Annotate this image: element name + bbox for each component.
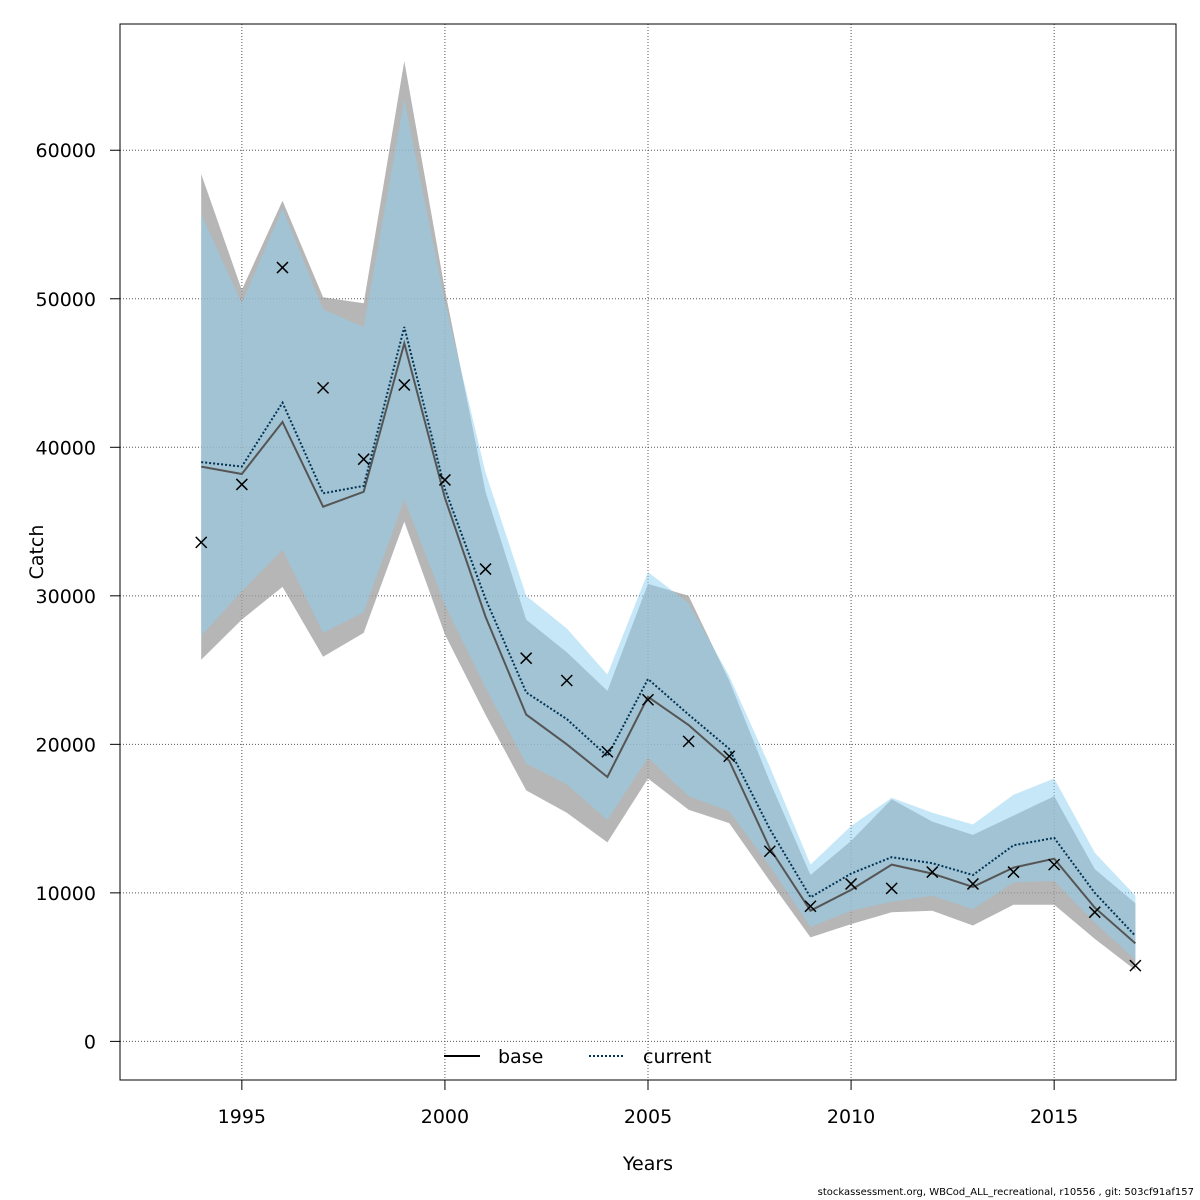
observed-point-2007 — [723, 750, 736, 763]
observed-point-2010 — [845, 877, 858, 890]
y-tick-label-60000: 60000 — [36, 140, 96, 162]
legend: base current — [444, 1046, 712, 1068]
y-tick-label-30000: 30000 — [36, 586, 96, 608]
series-lines — [201, 326, 1137, 945]
y-tick-label-40000: 40000 — [36, 437, 96, 459]
x-axis-label: Years — [622, 1153, 673, 1175]
legend-label-current: current — [643, 1046, 712, 1068]
y-axis-label: Catch — [26, 525, 48, 580]
x-tick-label-2010: 2010 — [827, 1106, 875, 1128]
y-tick-label-20000: 20000 — [36, 734, 96, 756]
observed-point-2003 — [560, 674, 573, 687]
observed-point-2017 — [1129, 959, 1142, 972]
band-current — [201, 99, 1136, 960]
line-base — [201, 339, 1137, 945]
observed-point-2005 — [641, 693, 655, 706]
y-tick-label-0: 0 — [84, 1031, 96, 1053]
observed-point-2012 — [926, 866, 939, 879]
legend-label-base: base — [498, 1046, 543, 1068]
x-tick-label-2000: 2000 — [421, 1106, 469, 1128]
observed-point-2002 — [520, 652, 533, 665]
observed-point-1996 — [276, 261, 289, 274]
observed-point-1994 — [195, 536, 208, 549]
credit-text: stockassessment.org, WBCod_ALL_recreatio… — [817, 1187, 1194, 1198]
x-tick-label-2015: 2015 — [1030, 1106, 1078, 1128]
x-tick-label-1995: 1995 — [218, 1106, 266, 1128]
observed-point-2001 — [479, 563, 492, 576]
observed-point-1998 — [357, 453, 370, 466]
observed-point-2000 — [438, 473, 451, 486]
observed-point-1997 — [317, 381, 330, 394]
observed-point-2013 — [966, 877, 979, 890]
x-tick-label-2005: 2005 — [624, 1106, 672, 1128]
confidence-bands — [201, 61, 1136, 971]
observed-point-2004 — [601, 745, 614, 758]
observed-point-2006 — [682, 735, 695, 748]
y-tick-label-10000: 10000 — [36, 883, 96, 905]
observed-point-2011 — [885, 882, 898, 895]
observed-point-2015 — [1048, 858, 1061, 871]
line-current — [201, 326, 1137, 937]
observed-point-1999 — [398, 378, 411, 391]
y-tick-label-50000: 50000 — [36, 289, 96, 311]
observed-point-2014 — [1007, 866, 1020, 879]
observed-point-2008 — [763, 845, 776, 858]
observed-point-2016 — [1088, 906, 1101, 919]
observed-markers — [195, 261, 1142, 972]
y-axis: 0 10000 20000 30000 40000 50000 60000 — [36, 140, 120, 1053]
legend-item-current: current — [589, 1046, 712, 1068]
legend-item-base: base — [444, 1046, 543, 1068]
observed-point-2009 — [804, 900, 817, 913]
observed-point-1995 — [235, 478, 248, 491]
x-axis: 1995 2000 2005 2010 2015 — [218, 1080, 1078, 1128]
